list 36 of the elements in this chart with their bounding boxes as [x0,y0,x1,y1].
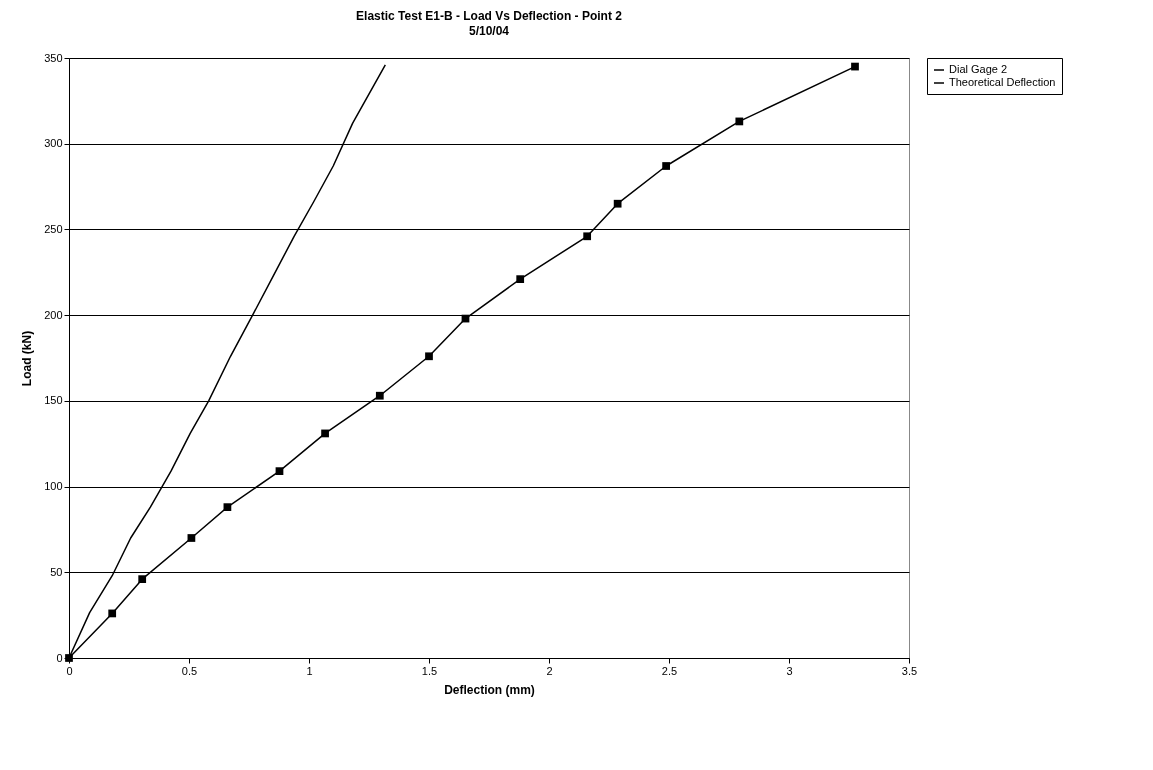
point [662,162,670,170]
chart-subtitle: 5/10/04 [468,24,510,38]
x-tick-label: 3.5 [901,664,918,677]
y-tick-label: 200 [44,308,63,321]
point [275,467,284,476]
point [425,352,433,361]
y-axis-title: Load (kN) [20,330,35,387]
x-tick-label: 2 [546,664,553,677]
point [851,62,859,71]
x-tick-label: 0.5 [181,664,198,677]
legend-label: Dial Gage 2 [949,63,1008,75]
point [138,575,147,584]
point [108,609,117,618]
x-tick-label: 3 [786,664,793,677]
x-tick-label: 2.5 [661,664,678,677]
point [375,391,384,400]
point [516,275,525,284]
point [187,534,196,542]
point [223,503,232,512]
y-tick-label: 50 [50,565,63,578]
y-tick-label: 300 [44,137,63,150]
x-tick-label: 0 [66,664,73,677]
y-tick-label: 350 [44,51,63,64]
point [735,117,744,126]
y-tick-label: 250 [44,222,63,235]
legend-label: Theoretical Deflection [949,76,1056,88]
x-axis-title: Deflection (mm) [444,682,535,697]
x-tick-label: 1.5 [421,664,438,677]
point [583,232,592,241]
x-tick-label: 1 [306,664,313,677]
y-tick-label: 100 [44,480,63,493]
point [321,429,329,438]
chart-title: Elastic Test E1-B - Load Vs Deflection - Point 2 [356,9,623,23]
y-tick-label: 0 [56,651,63,664]
point [613,199,622,208]
y-tick-label: 150 [44,394,63,407]
